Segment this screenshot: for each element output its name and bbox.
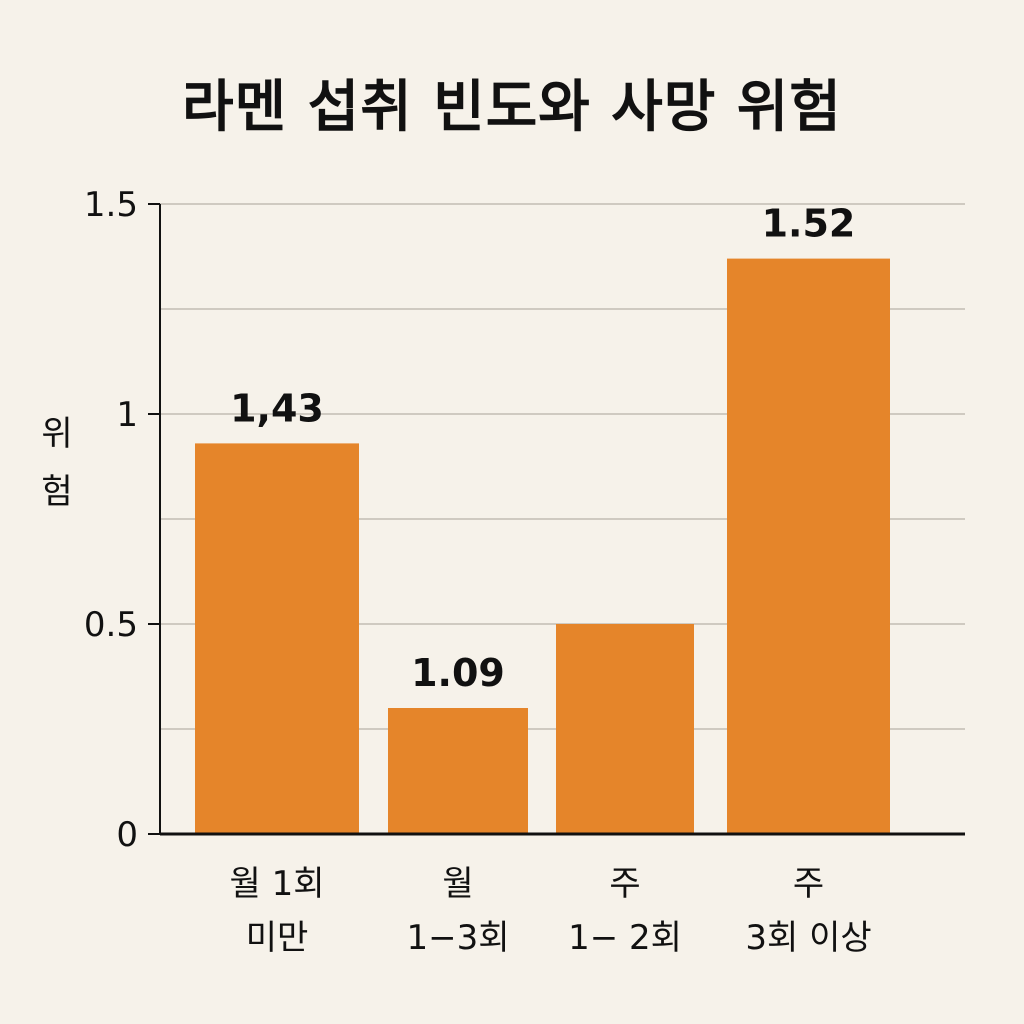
- bar: [195, 443, 359, 834]
- x-category-label: 월 1회: [230, 864, 325, 904]
- y-axis-label-char: 험: [41, 472, 73, 512]
- x-category-label: 1− 2회: [568, 918, 682, 958]
- x-category-label: 월: [442, 864, 473, 904]
- y-axis-label-char: 위: [41, 414, 73, 454]
- bar: [727, 258, 890, 835]
- bar: [556, 624, 694, 834]
- y-tick-label: 0: [116, 815, 138, 855]
- x-category-label: 주: [793, 864, 824, 904]
- bar-value-label: 1.52: [762, 202, 856, 246]
- y-tick-label: 1.5: [84, 185, 138, 225]
- x-category-label: 3회 이상: [745, 918, 871, 958]
- bar-value-label: 1,43: [230, 386, 324, 430]
- x-category-label: 주: [609, 864, 640, 904]
- chart-title: 라멘 섭취 빈도와 사망 위험: [182, 75, 842, 140]
- x-category-label: 1−3회: [406, 918, 509, 958]
- y-tick-label: 0.5: [84, 605, 138, 645]
- bar: [388, 708, 528, 834]
- y-tick-label: 1: [116, 395, 138, 435]
- bar-value-label: 1.09: [411, 651, 505, 695]
- x-category-label: 미만: [246, 918, 309, 958]
